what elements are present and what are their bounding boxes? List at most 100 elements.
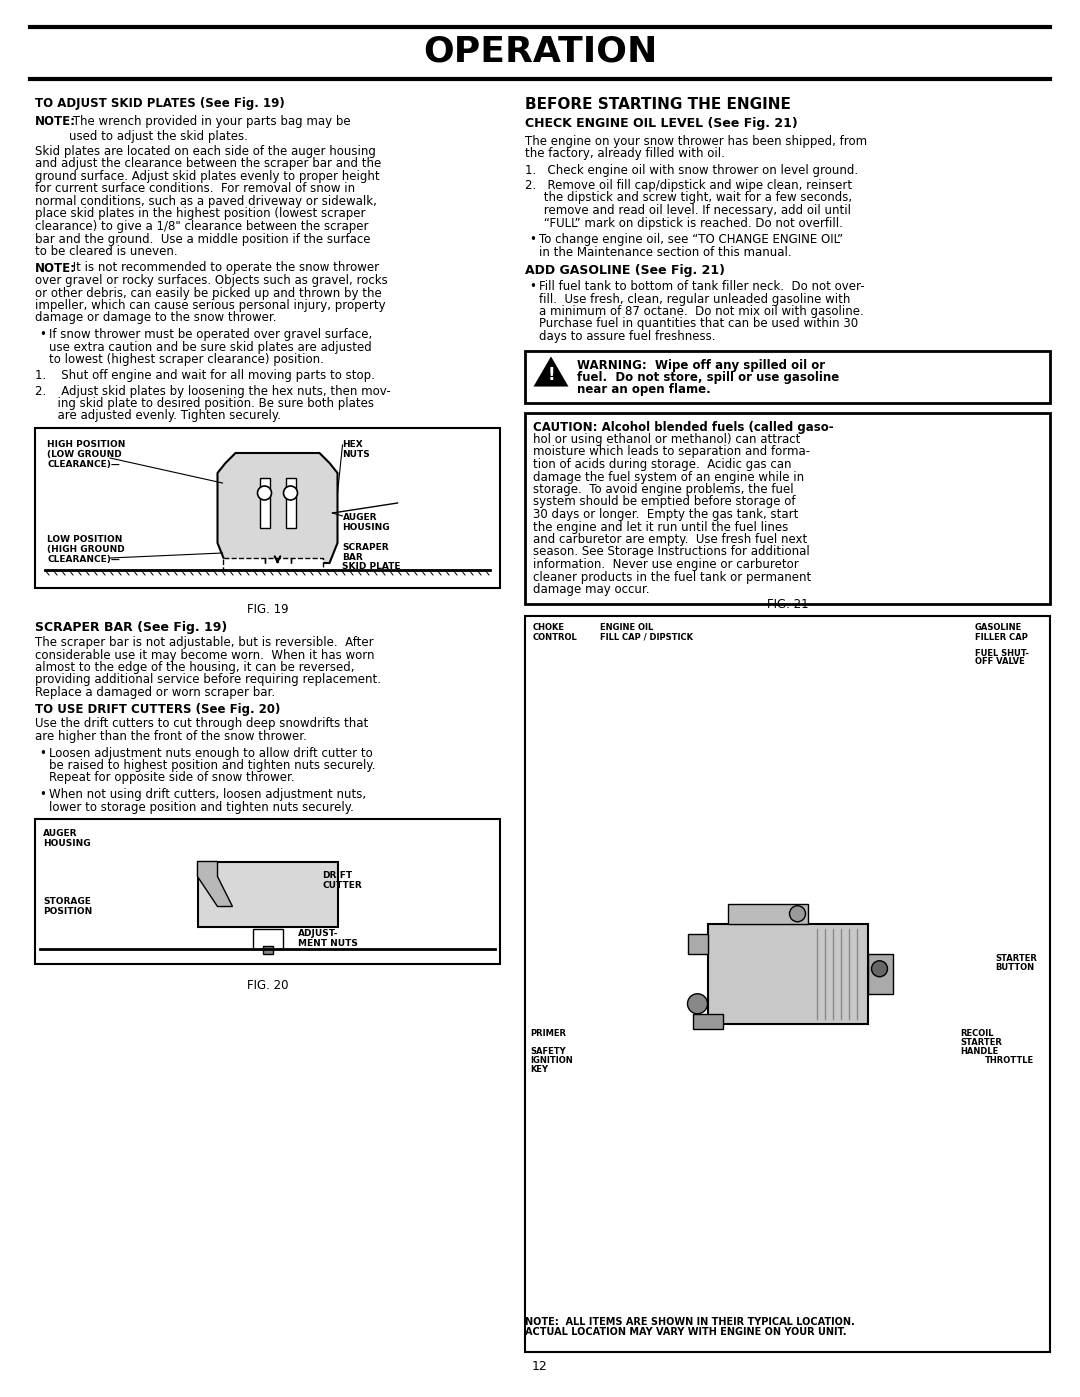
- Bar: [525, 412, 1050, 604]
- Text: !: !: [548, 366, 555, 384]
- Text: It is not recommended to operate the snow thrower: It is not recommended to operate the sno…: [69, 261, 379, 274]
- Text: 2.   Remove oil fill cap/dipstick and wipe clean, reinsert: 2. Remove oil fill cap/dipstick and wipe…: [525, 179, 852, 191]
- Bar: [253, 929, 283, 949]
- Text: providing additional service before requiring replacement.: providing additional service before requ…: [35, 673, 381, 686]
- Text: Replace a damaged or worn scraper bar.: Replace a damaged or worn scraper bar.: [35, 686, 275, 698]
- Text: AUGER: AUGER: [43, 828, 78, 838]
- Bar: [198, 862, 337, 926]
- Text: WARNING:  Wipe off any spilled oil or: WARNING: Wipe off any spilled oil or: [577, 359, 825, 372]
- Text: FIG. 19: FIG. 19: [246, 604, 288, 616]
- Text: impeller, which can cause serious personal injury, property: impeller, which can cause serious person…: [35, 299, 386, 312]
- Text: (LOW GROUND: (LOW GROUND: [48, 450, 122, 460]
- Text: damage may occur.: damage may occur.: [534, 583, 649, 597]
- Text: 30 days or longer.  Empty the gas tank, start: 30 days or longer. Empty the gas tank, s…: [534, 509, 798, 521]
- Text: to lowest (highest scraper clearance) position.: to lowest (highest scraper clearance) po…: [49, 353, 324, 366]
- Text: CHOKE: CHOKE: [534, 623, 565, 633]
- Text: TO USE DRIFT CUTTERS (See Fig. 20): TO USE DRIFT CUTTERS (See Fig. 20): [35, 703, 281, 715]
- Text: damage or damage to the snow thrower.: damage or damage to the snow thrower.: [35, 312, 276, 324]
- Text: BUTTON: BUTTON: [995, 963, 1035, 972]
- Text: system should be emptied before storage of: system should be emptied before storage …: [534, 496, 796, 509]
- Text: fill.  Use fresh, clean, regular unleaded gasoline with: fill. Use fresh, clean, regular unleaded…: [539, 292, 850, 306]
- Polygon shape: [217, 453, 337, 563]
- Text: THROTTLE: THROTTLE: [985, 1056, 1035, 1065]
- Text: CLEARANCE)—: CLEARANCE)—: [48, 555, 120, 564]
- Text: storage.  To avoid engine problems, the fuel: storage. To avoid engine problems, the f…: [534, 483, 794, 496]
- Text: FILLER CAP: FILLER CAP: [975, 633, 1028, 641]
- Text: •: •: [529, 279, 536, 293]
- Text: the engine and let it run until the fuel lines: the engine and let it run until the fuel…: [534, 521, 788, 534]
- Text: damage the fuel system of an engine while in: damage the fuel system of an engine whil…: [534, 471, 805, 483]
- Text: are higher than the front of the snow thrower.: are higher than the front of the snow th…: [35, 731, 307, 743]
- Text: HOUSING: HOUSING: [342, 522, 390, 532]
- Text: Purchase fuel in quantities that can be used within 30: Purchase fuel in quantities that can be …: [539, 317, 859, 331]
- Text: STORAGE: STORAGE: [43, 897, 91, 905]
- Text: •: •: [529, 233, 536, 246]
- Text: MENT NUTS: MENT NUTS: [297, 939, 357, 949]
- Text: Use the drift cutters to cut through deep snowdrifts that: Use the drift cutters to cut through dee…: [35, 718, 368, 731]
- Bar: [867, 954, 892, 993]
- Text: If snow thrower must be operated over gravel surface,: If snow thrower must be operated over gr…: [49, 328, 373, 341]
- Text: moisture which leads to separation and forma-: moisture which leads to separation and f…: [534, 446, 810, 458]
- Polygon shape: [198, 862, 232, 907]
- Text: ADJUST-: ADJUST-: [297, 929, 338, 937]
- Text: CHECK ENGINE OIL LEVEL (See Fig. 21): CHECK ENGINE OIL LEVEL (See Fig. 21): [525, 117, 798, 130]
- Text: hol or using ethanol or methanol) can attract: hol or using ethanol or methanol) can at…: [534, 433, 800, 446]
- Text: to be cleared is uneven.: to be cleared is uneven.: [35, 244, 177, 258]
- Text: NOTE:  ALL ITEMS ARE SHOWN IN THEIR TYPICAL LOCATION.: NOTE: ALL ITEMS ARE SHOWN IN THEIR TYPIC…: [525, 1317, 854, 1327]
- Text: over gravel or rocky surfaces. Objects such as gravel, rocks: over gravel or rocky surfaces. Objects s…: [35, 274, 388, 286]
- Text: LOW POSITION: LOW POSITION: [48, 535, 122, 543]
- Text: “FULL” mark on dipstick is reached. Do not overfill.: “FULL” mark on dipstick is reached. Do n…: [525, 217, 842, 229]
- Text: almost to the edge of the housing, it can be reversed,: almost to the edge of the housing, it ca…: [35, 661, 354, 673]
- Text: FIG. 21: FIG. 21: [767, 598, 808, 610]
- Text: HOUSING: HOUSING: [43, 840, 91, 848]
- Text: FIG. 20: FIG. 20: [246, 979, 288, 992]
- Text: FUEL SHUT-: FUEL SHUT-: [975, 648, 1029, 658]
- Text: in the Maintenance section of this manual.: in the Maintenance section of this manua…: [539, 246, 792, 258]
- Text: tion of acids during storage.  Acidic gas can: tion of acids during storage. Acidic gas…: [534, 458, 792, 471]
- Bar: [259, 478, 270, 528]
- Text: and adjust the clearance between the scraper bar and the: and adjust the clearance between the scr…: [35, 158, 381, 170]
- Text: and carburetor are empty.  Use fresh fuel next: and carburetor are empty. Use fresh fuel…: [534, 534, 807, 546]
- Bar: [262, 946, 272, 954]
- Text: HANDLE: HANDLE: [960, 1046, 998, 1056]
- Text: SKID PLATE: SKID PLATE: [342, 562, 401, 571]
- Text: TO ADJUST SKID PLATES (See Fig. 19): TO ADJUST SKID PLATES (See Fig. 19): [35, 96, 285, 110]
- Text: 12: 12: [532, 1361, 548, 1373]
- Text: HEX: HEX: [342, 440, 363, 448]
- Bar: [285, 478, 296, 528]
- Text: Loosen adjustment nuts enough to allow drift cutter to: Loosen adjustment nuts enough to allow d…: [49, 746, 373, 760]
- Text: ing skid plate to desired position. Be sure both plates: ing skid plate to desired position. Be s…: [35, 397, 374, 409]
- Text: The engine on your snow thrower has been shipped, from: The engine on your snow thrower has been…: [525, 136, 867, 148]
- Text: ENGINE OIL: ENGINE OIL: [600, 623, 653, 633]
- Bar: [228, 478, 327, 557]
- Bar: [728, 904, 808, 923]
- Text: OFF VALVE: OFF VALVE: [975, 658, 1025, 666]
- Text: the factory, already filled with oil.: the factory, already filled with oil.: [525, 148, 725, 161]
- Text: or other debris, can easily be picked up and thrown by the: or other debris, can easily be picked up…: [35, 286, 381, 299]
- Text: are adjusted evenly. Tighten securely.: are adjusted evenly. Tighten securely.: [35, 409, 281, 422]
- Text: cleaner products in the fuel tank or permanent: cleaner products in the fuel tank or per…: [534, 570, 811, 584]
- Circle shape: [789, 905, 806, 922]
- Text: POSITION: POSITION: [43, 907, 92, 915]
- Text: SCRAPER: SCRAPER: [342, 543, 389, 552]
- Text: SCRAPER BAR (See Fig. 19): SCRAPER BAR (See Fig. 19): [35, 622, 227, 634]
- Text: ground surface. Adjust skid plates evenly to proper height: ground surface. Adjust skid plates evenl…: [35, 170, 380, 183]
- Text: •: •: [39, 328, 45, 341]
- Text: Fill fuel tank to bottom of tank filler neck.  Do not over-: Fill fuel tank to bottom of tank filler …: [539, 279, 865, 293]
- Text: When not using drift cutters, loosen adjustment nuts,: When not using drift cutters, loosen adj…: [49, 788, 366, 800]
- Text: season. See Storage Instructions for additional: season. See Storage Instructions for add…: [534, 545, 810, 559]
- Text: considerable use it may become worn.  When it has worn: considerable use it may become worn. Whe…: [35, 648, 375, 662]
- Text: clearance) to give a 1/8" clearance between the scraper: clearance) to give a 1/8" clearance betw…: [35, 219, 368, 233]
- Text: BAR: BAR: [342, 553, 363, 562]
- Text: OPERATION: OPERATION: [422, 35, 658, 68]
- Circle shape: [283, 486, 297, 500]
- Circle shape: [688, 993, 707, 1014]
- Text: RECOIL: RECOIL: [960, 1028, 994, 1038]
- Text: Skid plates are located on each side of the auger housing: Skid plates are located on each side of …: [35, 145, 376, 158]
- Text: Repeat for opposite side of snow thrower.: Repeat for opposite side of snow thrower…: [49, 771, 295, 785]
- Text: ADD GASOLINE (See Fig. 21): ADD GASOLINE (See Fig. 21): [525, 264, 725, 277]
- Text: for current surface conditions.  For removal of snow in: for current surface conditions. For remo…: [35, 183, 355, 196]
- Text: STARTER: STARTER: [960, 1038, 1002, 1046]
- Text: SAFETY: SAFETY: [530, 1046, 566, 1056]
- Text: STARTER: STARTER: [995, 954, 1037, 963]
